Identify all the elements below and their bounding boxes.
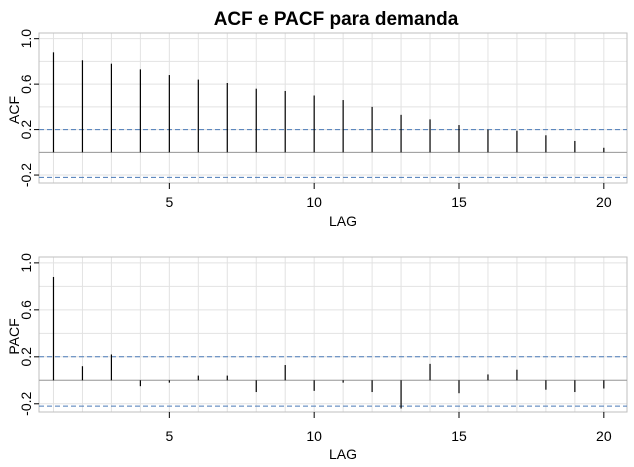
pacf-x-axis-label: LAG: [329, 446, 357, 462]
acf-y-axis-label: ACF: [6, 96, 22, 124]
pacf-y-tick-label: -0.2: [18, 392, 34, 416]
acf-x-tick-label: 5: [165, 194, 173, 210]
acf-y-tick-label: 1.0: [18, 29, 34, 49]
pacf-y-tick-label: 0.6: [18, 300, 34, 320]
acf-y-tick-label: 0.2: [18, 120, 34, 140]
acf-x-axis-label: LAG: [329, 213, 357, 229]
chart-title: ACF e PACF para demanda: [214, 9, 459, 30]
acf-x-tick-label: 20: [596, 194, 612, 210]
pacf-x-tick-label: 15: [451, 428, 467, 444]
pacf-y-axis-label: PACF: [6, 318, 22, 354]
acf-x-tick-label: 10: [306, 194, 322, 210]
acf-y-tick-label: 0.6: [18, 74, 34, 94]
pacf-plot-frame: [38, 256, 628, 413]
pacf-x-tick-label: 5: [165, 428, 173, 444]
acf-panel: 5 10 15 20 -0.2 0.2 0.6 1.0 LAG ACF: [6, 29, 628, 229]
pacf-y-tick-label: 0.2: [18, 347, 34, 367]
pacf-y-tick-label: 1.0: [18, 253, 34, 273]
acf-y-tick-label: -0.2: [18, 163, 34, 187]
pacf-x-tick-label: 10: [306, 428, 322, 444]
pacf-panel: 5 10 15 20 -0.2 0.2 0.6 1.0 LAG PACF: [6, 253, 628, 462]
pacf-x-tick-label: 20: [596, 428, 612, 444]
acf-x-tick-label: 15: [451, 194, 467, 210]
acf-plot-frame: [38, 32, 628, 184]
